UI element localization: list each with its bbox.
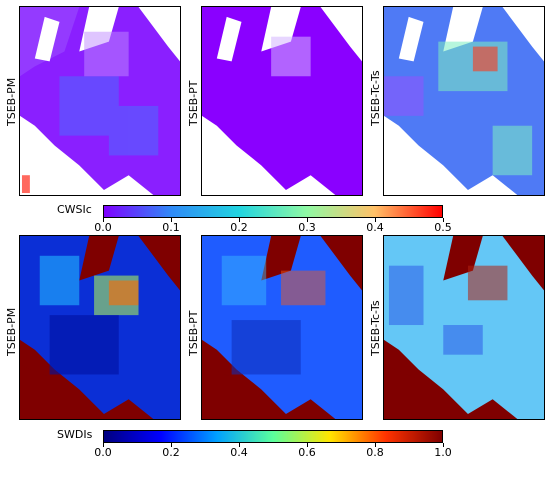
colorbar-tick-mark xyxy=(374,218,376,222)
colorbar-tick-label: 1.0 xyxy=(434,446,452,459)
swdis-colorbar xyxy=(103,430,443,443)
colorbar-tick-mark xyxy=(442,443,444,447)
swdis-panel-tseb-pt xyxy=(201,235,363,420)
colorbar-tick-label: 0.5 xyxy=(434,221,452,234)
colorbar-tick-label: 0.2 xyxy=(230,221,248,234)
cwsic-colorbar-title: CWSIc xyxy=(57,203,92,216)
colorbar-tick-mark xyxy=(102,443,104,447)
colorbar-tick-label: 0.4 xyxy=(366,221,384,234)
colorbar-tick-label: 0.8 xyxy=(366,446,384,459)
colorbar-tick-mark xyxy=(442,218,444,222)
colorbar-tick-label: 0.0 xyxy=(94,221,112,234)
cwsic-panel-tseb-pm xyxy=(19,6,181,196)
colorbar-tick-mark xyxy=(306,443,308,447)
row2-label-3: TSEB-Tc-Ts xyxy=(369,300,382,356)
row2-label-1: TSEB-PM xyxy=(5,307,18,356)
colorbar-tick-mark xyxy=(238,443,240,447)
colorbar-tick-label: 0.6 xyxy=(298,446,316,459)
swdis-panel-tseb-tc-ts xyxy=(383,235,545,420)
cwsic-panel-tseb-tc-ts xyxy=(383,6,545,196)
colorbar-tick-label: 0.1 xyxy=(162,221,180,234)
colorbar-tick-label: 0.0 xyxy=(94,446,112,459)
colorbar-tick-mark xyxy=(170,443,172,447)
colorbar-tick-mark xyxy=(306,218,308,222)
colorbar-tick-label: 0.3 xyxy=(298,221,316,234)
row1-label-2: TSEB-PT xyxy=(187,80,200,126)
colorbar-tick-mark xyxy=(374,443,376,447)
colorbar-tick-mark xyxy=(102,218,104,222)
cwsic-panel-tseb-pt xyxy=(201,6,363,196)
cwsic-colorbar xyxy=(103,205,443,218)
row2-label-2: TSEB-PT xyxy=(187,310,200,356)
colorbar-tick-mark xyxy=(170,218,172,222)
row1-label-1: TSEB-PM xyxy=(5,77,18,126)
colorbar-tick-mark xyxy=(238,218,240,222)
swdis-panel-tseb-pm xyxy=(19,235,181,420)
colorbar-tick-label: 0.4 xyxy=(230,446,248,459)
colorbar-tick-label: 0.2 xyxy=(162,446,180,459)
swdis-colorbar-title: SWDIs xyxy=(57,428,93,441)
row1-label-3: TSEB-Tc-Ts xyxy=(369,70,382,126)
